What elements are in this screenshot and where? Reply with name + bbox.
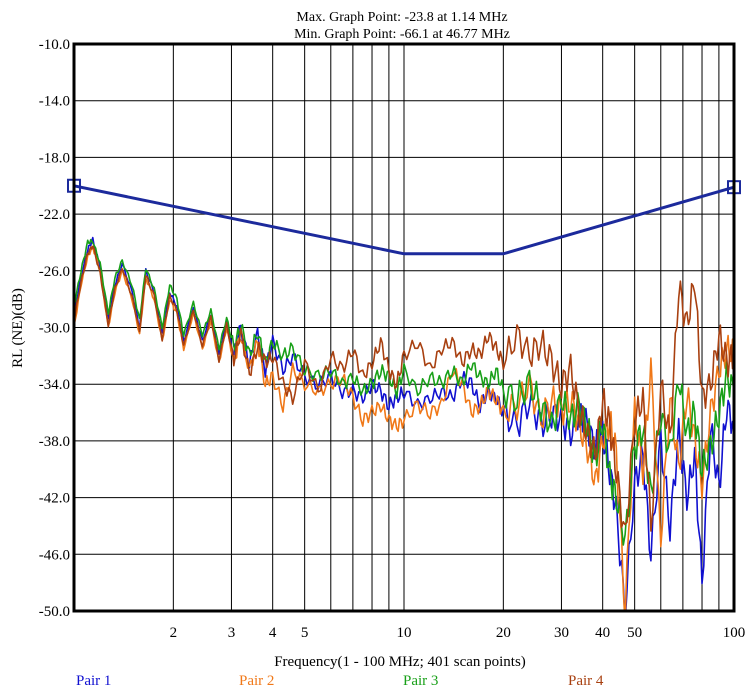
x-tick-label: 30 xyxy=(554,625,569,641)
x-tick-label: 50 xyxy=(627,625,642,641)
limit-line xyxy=(73,184,735,256)
y-tick-labels: -10.0 -14.0 -18.0 -22.0 -26.0 -30.0 -34.0 -38.0… xyxy=(39,37,70,620)
y-tick-label: -42.0 xyxy=(39,491,70,507)
x-tick-label: 5 xyxy=(301,625,309,641)
x-tick-labels: 2 3 4 5 10 20 30 40 50 100 xyxy=(170,625,746,641)
y-tick-label: -50.0 xyxy=(39,604,70,620)
chart-title: Max. Graph Point: -23.8 at 1.14 MHz xyxy=(296,10,507,25)
x-tick-label: 100 xyxy=(723,625,746,641)
grid xyxy=(74,43,735,612)
x-tick-label: 20 xyxy=(496,625,511,641)
legend-pair-1: Pair 1 xyxy=(76,673,111,689)
legend-pair-3: Pair 3 xyxy=(403,673,438,689)
plot-frame xyxy=(72,42,736,613)
y-axis-label: RL (NE)(dB) xyxy=(10,288,26,368)
x-axis-label: Frequency(1 - 100 MHz; 401 scan points) xyxy=(274,654,526,670)
y-tick-label: -14.0 xyxy=(39,94,70,110)
x-tick-label: 10 xyxy=(397,625,412,641)
x-tick-label: 3 xyxy=(228,625,236,641)
y-tick-label: -34.0 xyxy=(39,377,70,393)
y-tick-label: -38.0 xyxy=(39,434,70,450)
x-tick-label: 4 xyxy=(269,625,277,641)
legend-pair-4: Pair 4 xyxy=(568,673,604,689)
series-layer xyxy=(74,236,734,611)
y-tick-label: -30.0 xyxy=(39,321,70,337)
y-tick-label: -10.0 xyxy=(39,37,70,53)
x-tick-label: 2 xyxy=(170,625,178,641)
series-line-pair-3 xyxy=(74,238,734,546)
chart-subtitle: Min. Graph Point: -66.1 at 46.77 MHz xyxy=(294,27,510,42)
legend-pair-2: Pair 2 xyxy=(239,673,274,689)
y-tick-label: -26.0 xyxy=(39,264,70,280)
series-line-pair-4 xyxy=(74,245,734,532)
x-tick-label: 40 xyxy=(595,625,610,641)
y-tick-label: -46.0 xyxy=(39,547,70,563)
y-tick-label: -18.0 xyxy=(39,150,70,166)
y-tick-label: -22.0 xyxy=(39,207,70,223)
